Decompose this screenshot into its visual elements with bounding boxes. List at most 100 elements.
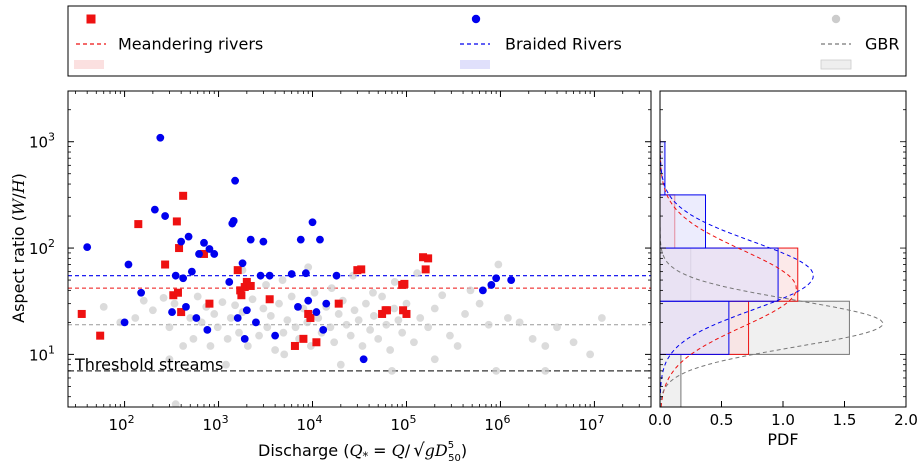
meandering-point-22 [304, 309, 313, 318]
meandering-point-25 [334, 299, 343, 308]
gbr-point-8 [170, 299, 179, 308]
braided-point-32 [259, 237, 268, 246]
gbr-point-5 [148, 306, 157, 315]
meandering-point-4 [161, 260, 170, 269]
gbr-point-73 [466, 286, 475, 295]
gbr-point-95 [222, 360, 230, 369]
scatter-ticks: 102 103 104 105 106 107 101 102 103 [29, 90, 652, 434]
gbr-point-1 [99, 302, 108, 311]
braided-point-47 [478, 286, 487, 295]
gbr-point-41 [310, 288, 319, 297]
hist-x-tick-label-5: 2.0 [894, 411, 918, 429]
braided-point-5 [150, 205, 159, 214]
legend-meandering-label: Meandering rivers [118, 35, 263, 54]
hist-x-tick-label-4: 1.5 [833, 411, 857, 429]
gbr-point-101 [541, 366, 550, 375]
scatter-panel: 102 103 104 105 106 107 101 102 103 Threshold st… [9, 90, 652, 464]
braided-point-41 [312, 308, 321, 316]
meandering-point-33 [400, 279, 409, 288]
gbr-point-49 [342, 320, 351, 329]
y-tick-label-2: 102 [29, 237, 55, 258]
x-tick-label-6: 107 [578, 413, 604, 434]
braided-point-6 [156, 133, 165, 142]
gbr-point-80 [541, 342, 550, 350]
meandering-point-9 [177, 308, 186, 317]
gbr-point-83 [586, 350, 595, 359]
gbr-point-62 [394, 316, 403, 325]
braided-point-40 [308, 218, 317, 227]
gbr-point-88 [304, 263, 313, 272]
braided-point-12 [182, 302, 190, 311]
gbr-point-42 [314, 314, 323, 322]
x-tick-label-4: 105 [390, 413, 416, 434]
braided-point-20 [210, 250, 219, 258]
meandering-point-23 [306, 313, 315, 322]
braided-point-10 [177, 237, 186, 246]
gbr-point-60 [386, 346, 395, 354]
braided-point-18 [203, 325, 212, 334]
braided-point-19 [205, 245, 214, 253]
meandering-point-18 [246, 281, 255, 290]
gbr-point-59 [382, 320, 391, 329]
gbr-point-19 [223, 334, 232, 343]
gbr-point-47 [334, 310, 343, 318]
gbr-point-77 [503, 314, 512, 322]
gbr-point-31 [271, 346, 280, 354]
legend-gbr-marker [831, 14, 841, 24]
meandering-point-2 [96, 331, 105, 340]
gbr-point-58 [378, 292, 386, 301]
meandering-point-24 [312, 338, 321, 347]
gbr-point-68 [430, 304, 439, 313]
meandering-point-36 [421, 265, 430, 274]
gbr-point-33 [279, 328, 288, 337]
gbr-point-81 [553, 323, 561, 332]
y-axis-label: Aspect ratio (W/H) [9, 173, 28, 323]
gbr-point-53 [358, 342, 367, 350]
braided-point-23 [229, 217, 238, 225]
legend-braided-label: Braided Rivers [505, 35, 622, 54]
braided-point-45 [332, 271, 341, 280]
braided-point-30 [252, 318, 260, 327]
gbr-point-97 [336, 360, 345, 369]
meandering-point-21 [299, 334, 308, 343]
histogram-panel: 0.0 0.5 1.0 1.5 2.0 PDF [648, 90, 918, 449]
hist-fit-curve-1 [660, 91, 797, 407]
braided-point-1 [83, 243, 92, 252]
gbr-point-54 [362, 299, 370, 308]
y-tick-label-3: 103 [29, 131, 55, 152]
gbr-point-57 [374, 334, 383, 343]
gbr-point-100 [492, 366, 501, 375]
gbr-point-86 [262, 281, 270, 289]
braided-point-27 [240, 334, 249, 343]
y-tick-label-1: 101 [29, 343, 55, 364]
gbr-point-16 [210, 310, 219, 318]
gbr-point-15 [206, 342, 215, 350]
braided-point-48 [487, 281, 496, 289]
meandering-point-19 [265, 295, 274, 304]
braided-point-16 [195, 250, 203, 258]
gbr-point-92 [390, 278, 399, 286]
legend-braided-patch [460, 60, 490, 69]
gbr-point-25 [248, 295, 257, 304]
gbr-point-64 [402, 299, 411, 308]
legend-gbr-label: GBR [865, 35, 900, 54]
meandering-point-30 [382, 306, 391, 315]
legend-meandering: Meandering rivers [74, 14, 263, 69]
meandering-point-20 [290, 341, 299, 350]
braided-point-3 [124, 260, 133, 269]
gbr-point-35 [287, 292, 296, 301]
legend-gbr-patch [820, 59, 852, 70]
gbr-point-94 [165, 355, 174, 364]
braided-point-7 [161, 212, 170, 220]
braided-point-38 [301, 269, 310, 278]
gbr-point-69 [438, 291, 447, 300]
gbr-point-17 [213, 323, 222, 332]
braided-point-9 [171, 271, 180, 280]
braided-point-50 [507, 276, 516, 284]
gbr-point-52 [354, 316, 363, 325]
gbr-point-22 [235, 328, 243, 337]
meandering-point-10 [179, 191, 188, 200]
braided-point-14 [187, 267, 196, 276]
meandering-point-27 [357, 265, 366, 274]
braided-point-17 [200, 238, 208, 247]
